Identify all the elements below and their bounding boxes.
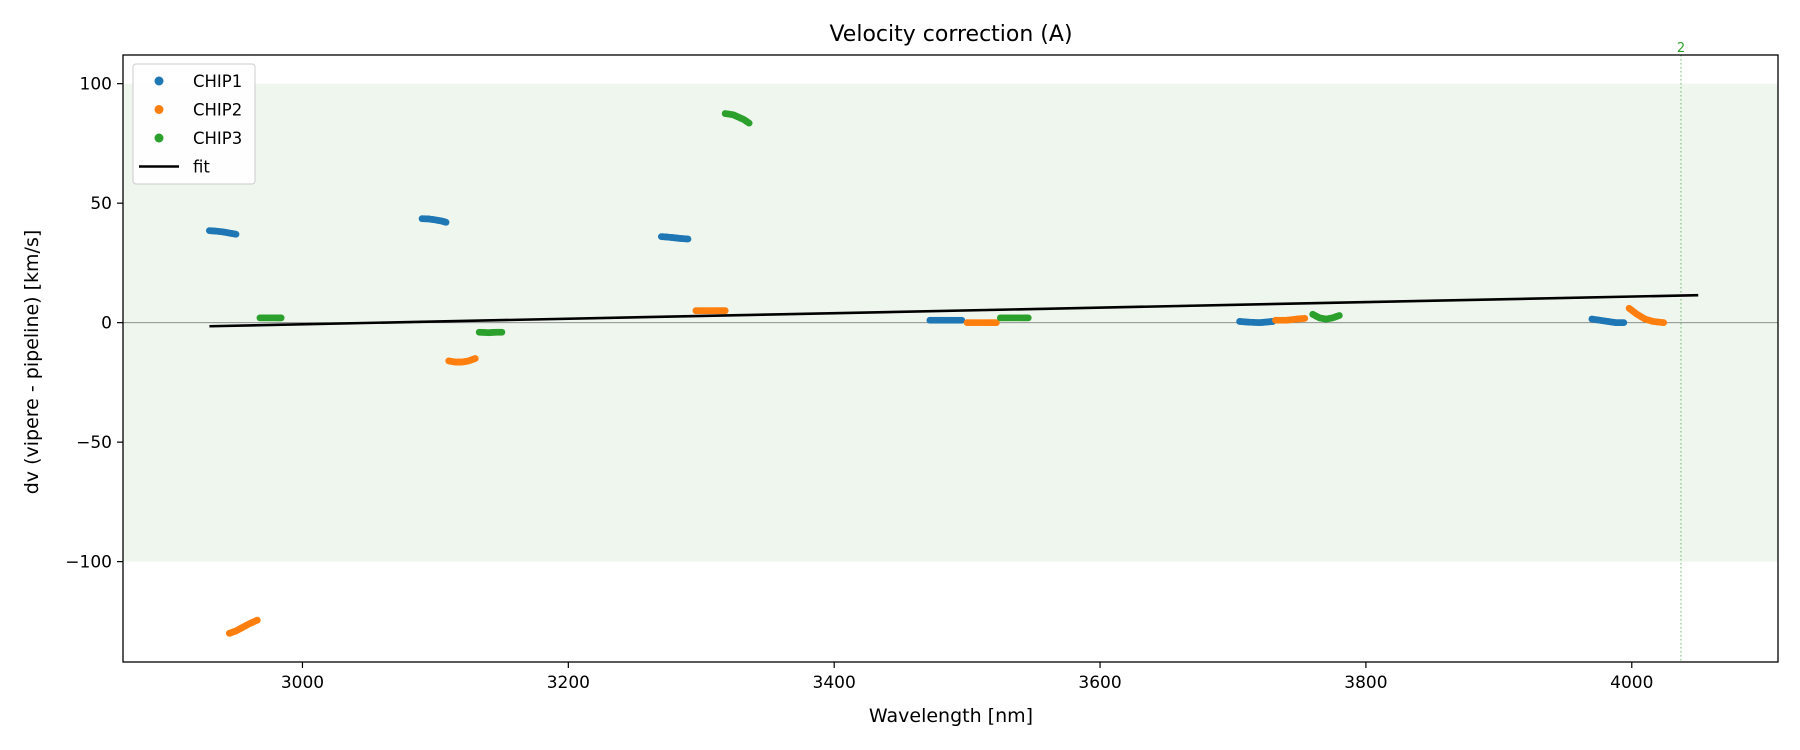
legend-label-chip1: CHIP1 bbox=[193, 72, 242, 91]
fit-line bbox=[209, 293, 1699, 328]
data-point-chip3 bbox=[1335, 312, 1343, 319]
y-tick-label: −100 bbox=[65, 553, 112, 573]
data-point-chip1 bbox=[1620, 319, 1628, 327]
x-tick-label: 4000 bbox=[1610, 673, 1653, 693]
x-axis-label: Wavelength [nm] bbox=[869, 705, 1033, 727]
data-point-chip2 bbox=[992, 319, 1000, 327]
y-axis: 100 50 0 −50 −100 bbox=[65, 75, 123, 573]
legend-box bbox=[132, 63, 256, 185]
data-point-chip1 bbox=[442, 218, 450, 226]
x-axis: 3000 3200 3400 3600 3800 4000 bbox=[281, 662, 1653, 693]
legend: CHIP1 CHIP2 CHIP3 fit bbox=[132, 63, 256, 185]
data-point-chip2 bbox=[1301, 314, 1309, 322]
legend-label-fit: fit bbox=[193, 158, 210, 177]
data-point-chip3 bbox=[498, 328, 506, 336]
y-tick-label: 50 bbox=[90, 194, 112, 214]
data-point-chip2 bbox=[471, 355, 479, 362]
data-point-chip1 bbox=[958, 316, 966, 324]
chart-title: Velocity correction (A) bbox=[829, 22, 1072, 47]
y-axis-label: dv (vipere - pipeline) [km/s] bbox=[21, 230, 43, 495]
x-tick-label: 3400 bbox=[813, 673, 856, 693]
x-tick-label: 3000 bbox=[281, 673, 324, 693]
legend-label-chip3: CHIP3 bbox=[193, 129, 242, 148]
y-tick-label: 100 bbox=[80, 75, 112, 95]
data-point-chip3 bbox=[277, 314, 285, 322]
legend-marker-chip3 bbox=[154, 133, 164, 143]
legend-marker-chip1 bbox=[154, 76, 164, 86]
legend-marker-chip2 bbox=[154, 105, 164, 114]
data-point-chip2 bbox=[721, 307, 729, 315]
data-point-chip2 bbox=[1660, 319, 1668, 327]
plot-frame bbox=[122, 54, 1779, 663]
x-tick-label: 3200 bbox=[547, 673, 590, 693]
data-point-chip1 bbox=[684, 235, 692, 243]
x-tick-label: 3800 bbox=[1344, 673, 1387, 693]
data-point-chip3 bbox=[745, 119, 753, 127]
y-tick-label: −50 bbox=[76, 433, 112, 453]
plot-area: 2 bbox=[122, 41, 1779, 663]
y-tick-label: 0 bbox=[101, 314, 112, 334]
x-tick-label: 3600 bbox=[1078, 673, 1121, 693]
marker-label: 2 bbox=[1677, 41, 1685, 56]
data-point-chip2 bbox=[253, 616, 261, 624]
legend-label-chip2: CHIP2 bbox=[193, 101, 242, 120]
data-point-chip3 bbox=[1024, 314, 1032, 322]
data-point-chip1 bbox=[232, 230, 240, 238]
